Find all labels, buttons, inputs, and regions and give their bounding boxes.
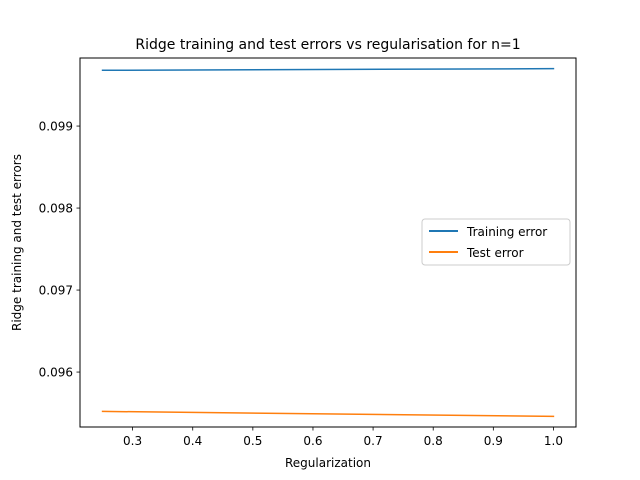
x-tick-label: 1.0 — [544, 434, 563, 448]
x-tick-label: 0.7 — [364, 434, 383, 448]
legend-label-test-error: Test error — [466, 246, 524, 260]
x-axis-label: Regularization — [285, 456, 371, 470]
x-tick-label: 0.6 — [303, 434, 322, 448]
y-tick-label: 0.097 — [39, 284, 73, 298]
y-axis-label: Ridge training and test errors — [10, 154, 24, 331]
y-tick-label: 0.096 — [39, 366, 73, 380]
x-tick-label: 0.4 — [183, 434, 202, 448]
plot-frame — [79, 57, 577, 428]
x-tick-label: 0.5 — [243, 434, 262, 448]
series-line-training-error — [101, 67, 555, 72]
x-tick-label: 0.9 — [484, 434, 503, 448]
legend-box — [421, 218, 571, 266]
series-line-test-error — [101, 410, 555, 418]
x-tick-label: 0.3 — [123, 434, 142, 448]
y-tick-label: 0.098 — [39, 202, 73, 216]
series-layer — [101, 67, 555, 418]
x-axis: 0.3 0.4 0.5 0.6 0.7 0.8 0.9 1.0 — [123, 427, 563, 448]
y-tick-label: 0.099 — [39, 120, 73, 134]
legend-label-training-error: Training error — [466, 225, 547, 239]
legend: Training error Test error — [421, 218, 571, 266]
x-tick-label: 0.8 — [424, 434, 443, 448]
chart-title: Ridge training and test errors vs regula… — [135, 37, 520, 53]
y-axis: 0.096 0.097 0.098 0.099 — [39, 120, 80, 380]
